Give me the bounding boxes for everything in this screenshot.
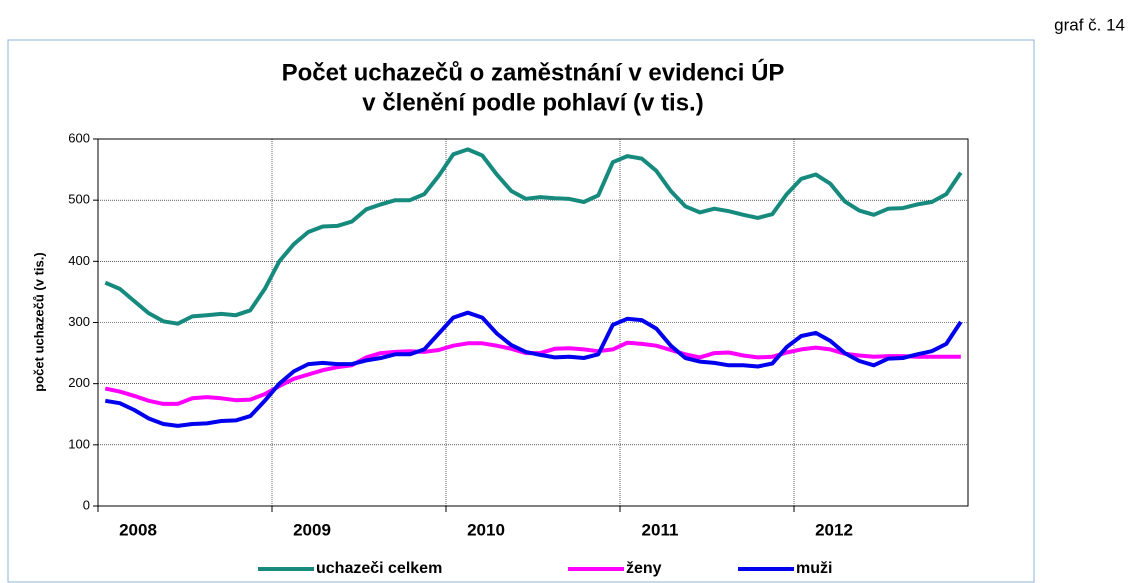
y-tick-label: 500 <box>68 192 90 207</box>
x-tick-label: 2010 <box>467 520 505 539</box>
y-tick-label: 400 <box>68 253 90 268</box>
y-axis-label: počet uchazečů (v tis.) <box>31 252 46 391</box>
legend-label: uchazeči celkem <box>316 560 442 577</box>
chart-title: v členění podle pohlaví (v tis.) <box>362 89 703 116</box>
y-tick-label: 600 <box>68 130 90 145</box>
x-tick-label: 2012 <box>815 520 853 539</box>
legend-label: muži <box>796 560 832 577</box>
chart-title: Počet uchazečů o zaměstnání v evidenci Ú… <box>282 58 785 86</box>
y-tick-label: 200 <box>68 375 90 390</box>
x-tick-label: 2011 <box>642 520 679 539</box>
series-line <box>104 147 963 326</box>
series-line <box>104 310 963 428</box>
x-tick-label: 2009 <box>293 520 331 539</box>
y-tick-label: 0 <box>83 497 90 512</box>
y-tick-label: 100 <box>68 436 90 451</box>
x-tick-label: 2008 <box>119 520 157 539</box>
legend-label: ženy <box>626 560 662 577</box>
annotation: graf č. 14 <box>1054 15 1125 34</box>
y-tick-label: 300 <box>68 314 90 329</box>
